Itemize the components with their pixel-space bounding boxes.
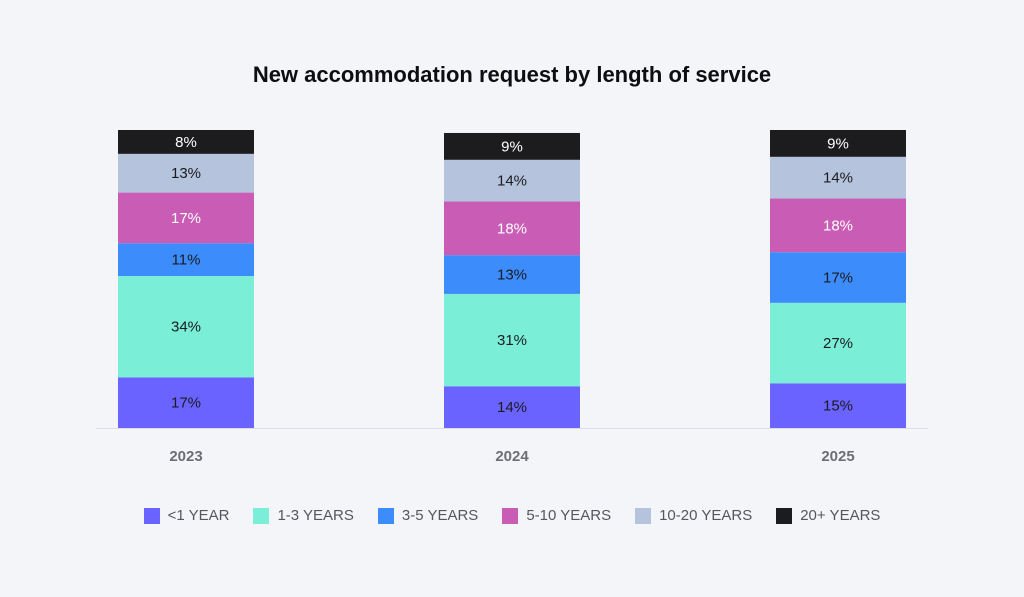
bar-segment-2023-1-3-years: [118, 276, 254, 378]
data-label-2025-1: 27%: [823, 335, 853, 352]
data-label-2023-0: 17%: [171, 395, 201, 412]
legend: <1 YEAR 1-3 YEARS 3-5 YEARS 5-10 YEARS 10-20…: [0, 507, 1024, 524]
bar-segment-2025--1-year: [770, 383, 906, 428]
bar-segment-2025-20-years: [770, 130, 906, 157]
bar-segment-2024-10-20-years: [444, 159, 580, 202]
legend-label: <1 YEAR: [167, 507, 230, 524]
legend-item: 5-10 YEARS: [502, 507, 611, 524]
legend-item: 1-3 YEARS: [253, 507, 354, 524]
data-label-2023-3: 17%: [171, 210, 201, 227]
data-label-2023-5: 8%: [175, 134, 197, 151]
legend-item: 3-5 YEARS: [377, 507, 479, 524]
bar-segment-2025-10-20-years: [770, 156, 906, 199]
bar-segment-2024-1-3-years: [444, 293, 580, 387]
data-label-2023-1: 34%: [171, 319, 201, 336]
x-tick-label-2025: 2025: [821, 448, 854, 465]
data-label-2024-0: 14%: [497, 399, 527, 416]
bar-segment-2023-20-years: [118, 130, 254, 154]
data-label-2025-0: 15%: [823, 398, 853, 415]
data-label-2025-4: 14%: [823, 170, 853, 187]
legend-label: 10-20 YEARS: [659, 507, 753, 524]
data-label-2025-2: 17%: [823, 270, 853, 287]
legend-label: 5-10 YEARS: [526, 507, 612, 524]
data-label-2024-3: 18%: [497, 220, 527, 237]
bar-segment-2025-3-5-years: [770, 252, 906, 303]
legend-label: 1-3 YEARS: [277, 507, 354, 524]
bar-segment-2023-5-10-years: [118, 192, 254, 244]
x-tick-label-2024: 2024: [495, 448, 529, 465]
data-label-2023-4: 13%: [171, 165, 201, 182]
data-label-2025-5: 9%: [827, 135, 849, 152]
legend-label: 3-5 YEARS: [401, 507, 479, 524]
data-label-2024-4: 14%: [497, 173, 527, 190]
bar-segment-2023-3-5-years: [118, 243, 254, 277]
legend-swatch: [143, 507, 160, 524]
bar-segment-2025-5-10-years: [770, 198, 906, 253]
bar-segment-2025-1-3-years: [770, 302, 906, 384]
legend-swatch: [502, 507, 519, 524]
data-label-2024-1: 31%: [497, 332, 527, 349]
legend-item: 20+ YEARS: [776, 507, 880, 524]
bar-segment-2024--1-year: [444, 386, 580, 428]
legend-swatch: [377, 507, 394, 524]
bar-segment-2023-10-20-years: [118, 153, 254, 193]
bar-segment-2024-5-10-years: [444, 201, 580, 256]
legend-item: 10-20 YEARS: [635, 507, 752, 524]
bar-segment-2024-20-years: [444, 132, 580, 160]
legend-swatch: [776, 507, 793, 524]
data-label-2025-3: 18%: [823, 217, 853, 234]
legend-swatch: [253, 507, 270, 524]
legend-swatch: [635, 507, 652, 524]
bar-segment-2024-3-5-years: [444, 255, 580, 294]
data-label-2024-2: 13%: [497, 267, 527, 284]
bar-segment-2023--1-year: [118, 377, 254, 428]
legend-item: <1 YEAR: [143, 507, 230, 524]
chart-title: New accommodation request by length of s…: [252, 62, 772, 87]
legend-label: 20+ YEARS: [800, 507, 881, 524]
data-label-2024-5: 9%: [501, 138, 523, 155]
x-tick-label-2023: 2023: [169, 448, 202, 465]
data-label-2023-2: 11%: [172, 252, 201, 269]
